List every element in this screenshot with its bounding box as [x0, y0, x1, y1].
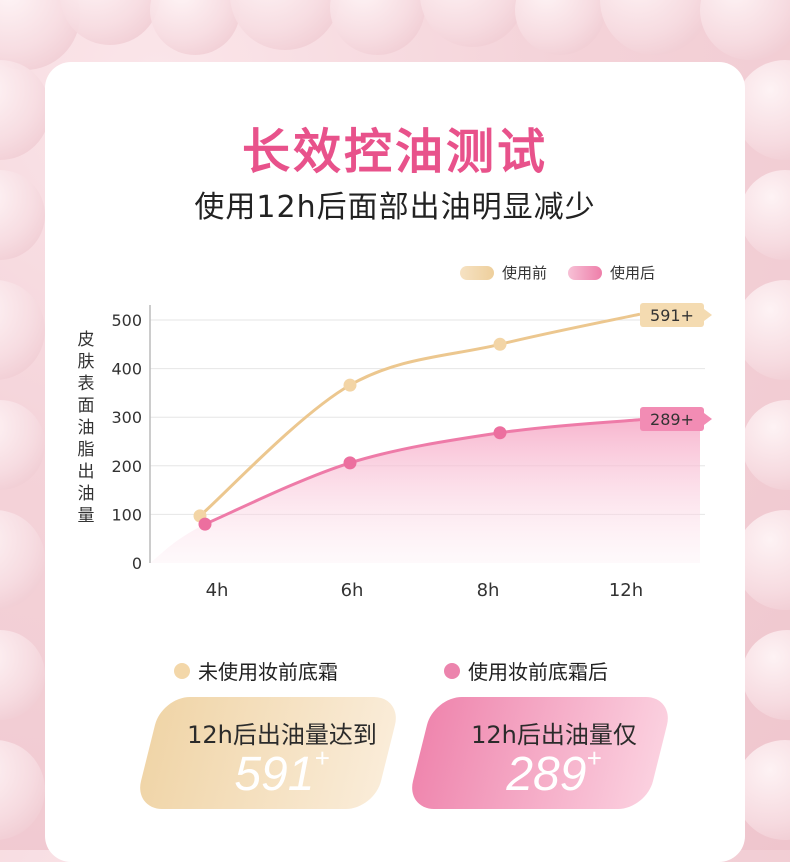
end-label-after-box — [640, 407, 704, 431]
x-tick-label: 12h — [609, 580, 643, 601]
x-tick-label: 6h — [341, 580, 364, 601]
y-tick-label: 500 — [111, 311, 142, 330]
legend-after: 使用后 — [568, 262, 655, 283]
point-after — [198, 517, 212, 531]
legend-before: 使用前 — [460, 262, 547, 283]
y-tick-label: 200 — [111, 457, 142, 476]
end-label-before-text: 591+ — [650, 306, 694, 325]
point-after — [493, 426, 507, 440]
result-with-suffix: + — [586, 743, 602, 773]
end-label-after-pointer — [704, 413, 712, 425]
area-after — [150, 418, 700, 563]
y-tick-label: 400 — [111, 360, 142, 379]
result-with-label: 12h后出油量仅 — [471, 721, 637, 749]
result-with-value: 289+ — [434, 743, 674, 802]
x-axis-ticks: 4h 6h 8h 12h — [206, 580, 644, 601]
x-tick-label: 8h — [477, 580, 500, 601]
bottom-legend-with-dot — [444, 662, 460, 679]
result-without-number: 591 — [234, 748, 315, 801]
end-label-before-pointer — [704, 309, 712, 321]
y-tick-label: 0 — [132, 554, 142, 573]
legend-before-swatch — [460, 265, 494, 280]
bottom-legend-with: 使用妆前底霜后 — [444, 656, 608, 685]
series-points — [193, 337, 507, 531]
point-before — [343, 378, 357, 392]
y-axis-label: 皮肤表面油脂出油量 — [78, 330, 95, 526]
point-before — [493, 337, 507, 351]
end-label-before-box — [640, 303, 704, 327]
end-label-before: 591+ — [640, 303, 712, 327]
y-tick-label: 300 — [111, 408, 142, 427]
y-axis-ticks: 0 100 200 300 400 500 — [111, 311, 142, 573]
legend-after-swatch — [568, 265, 602, 280]
result-box-with: 12h后出油量仅 289+ — [406, 697, 674, 809]
end-label-after: 289+ — [640, 407, 712, 431]
result-without-suffix: + — [314, 743, 330, 773]
result-box-without: 12h后出油量达到 591+ — [134, 697, 402, 809]
point-after — [343, 456, 357, 470]
series-line-before — [199, 312, 641, 517]
page-title: 长效控油测试 — [241, 124, 548, 180]
legend-after-label: 使用后 — [610, 264, 656, 282]
end-label-after-text: 289+ — [650, 410, 694, 429]
legend-before-label: 使用前 — [502, 264, 548, 282]
bottom-legend-without: 未使用妆前底霜 — [174, 656, 338, 685]
result-without-label: 12h后出油量达到 — [187, 721, 377, 749]
result-with-number: 289 — [506, 748, 587, 801]
series-line-after — [204, 418, 641, 526]
bottom-legend-without-label: 未使用妆前底霜 — [198, 660, 338, 684]
end-labels: 591+ 289+ — [640, 303, 712, 431]
bottom-legend-without-dot — [174, 662, 190, 679]
result-without-value: 591+ — [162, 743, 402, 802]
y-tick-label: 100 — [111, 505, 142, 524]
page-subtitle: 使用12h后面部出油明显减少 — [194, 190, 596, 225]
x-tick-label: 4h — [206, 580, 229, 601]
bottom-legend-with-label: 使用妆前底霜后 — [468, 660, 608, 684]
